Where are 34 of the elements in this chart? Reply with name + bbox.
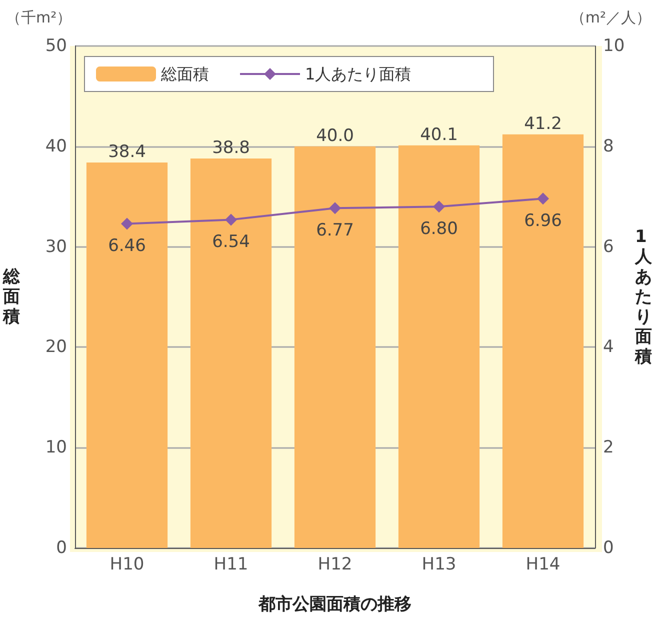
data-label: 6.46 xyxy=(108,236,146,256)
text: （千m²） xyxy=(6,8,72,26)
x-axis-title: 都市公園面積の推移 xyxy=(258,594,412,614)
y2-axis-title: 1人あたり面積 xyxy=(634,227,653,367)
x-tick-label: H11 xyxy=(214,554,248,574)
y-tick-label: 10 xyxy=(45,438,67,458)
x-tick-label: H13 xyxy=(422,554,456,574)
y2-tick-label: 2 xyxy=(603,438,614,458)
data-label: 40.1 xyxy=(420,124,458,145)
data-label: 6.54 xyxy=(212,232,250,252)
data-label: 38.8 xyxy=(212,138,250,158)
y2-tick-label: 8 xyxy=(603,136,614,156)
y2-tick-label: 10 xyxy=(603,36,625,56)
data-label: 6.77 xyxy=(316,220,354,241)
text: （m²／人） xyxy=(570,8,651,26)
y2-tick-label: 6 xyxy=(603,236,614,257)
data-label: 41.2 xyxy=(524,114,562,134)
y-tick-label: 20 xyxy=(45,337,67,358)
x-tick-label: H12 xyxy=(318,554,352,574)
data-label: 6.80 xyxy=(420,219,458,240)
y-tick-label: 40 xyxy=(45,136,67,156)
y2-tick-label: 0 xyxy=(603,538,614,558)
x-tick-label: H14 xyxy=(526,554,560,574)
data-label: 38.4 xyxy=(108,142,146,162)
y2-tick-label: 4 xyxy=(603,337,614,358)
data-label: 6.96 xyxy=(524,211,562,232)
legend-label: 総面積 xyxy=(160,64,209,84)
y-tick-label: 50 xyxy=(45,36,67,56)
x-tick-label: H10 xyxy=(110,554,144,574)
y-axis-title: 総面積 xyxy=(2,267,21,327)
y-tick-label: 0 xyxy=(56,538,67,558)
data-label: 40.0 xyxy=(316,126,354,146)
y-tick-label: 30 xyxy=(45,236,67,257)
legend-label: 1人あたり面積 xyxy=(305,64,412,84)
